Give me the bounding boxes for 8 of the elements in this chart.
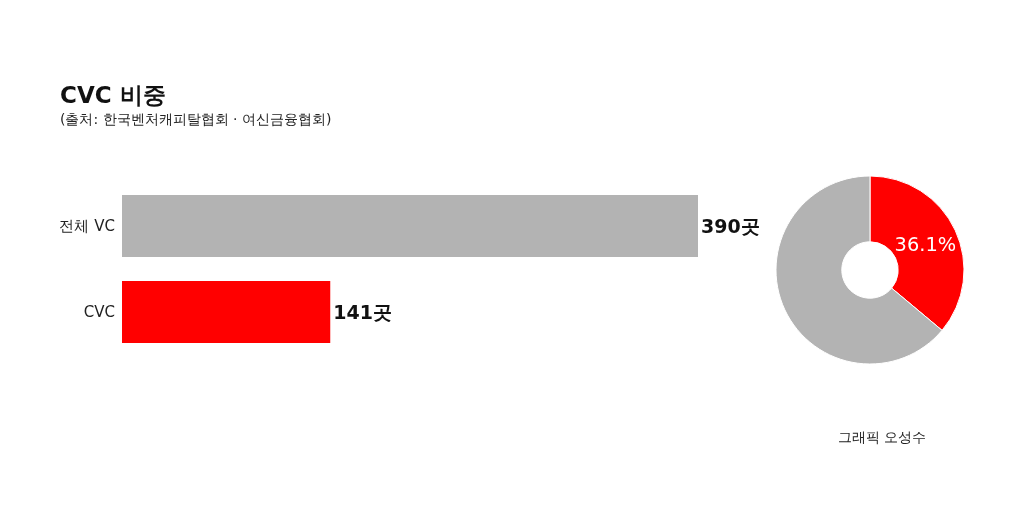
- y-tick-label: CVC: [83, 303, 115, 322]
- data-label: 390곳: [701, 215, 760, 237]
- data-label: 141곳: [333, 301, 392, 323]
- data-label: 36.1%: [894, 232, 957, 256]
- chart-title: CVC 비중: [60, 82, 166, 108]
- text: 그래픽 오성수: [838, 429, 927, 445]
- chart-subtitle: (출처: 한국벤처캐피탈협회 · 여신금융협회): [60, 111, 332, 127]
- y-tick-label: 전체 VC: [59, 217, 115, 236]
